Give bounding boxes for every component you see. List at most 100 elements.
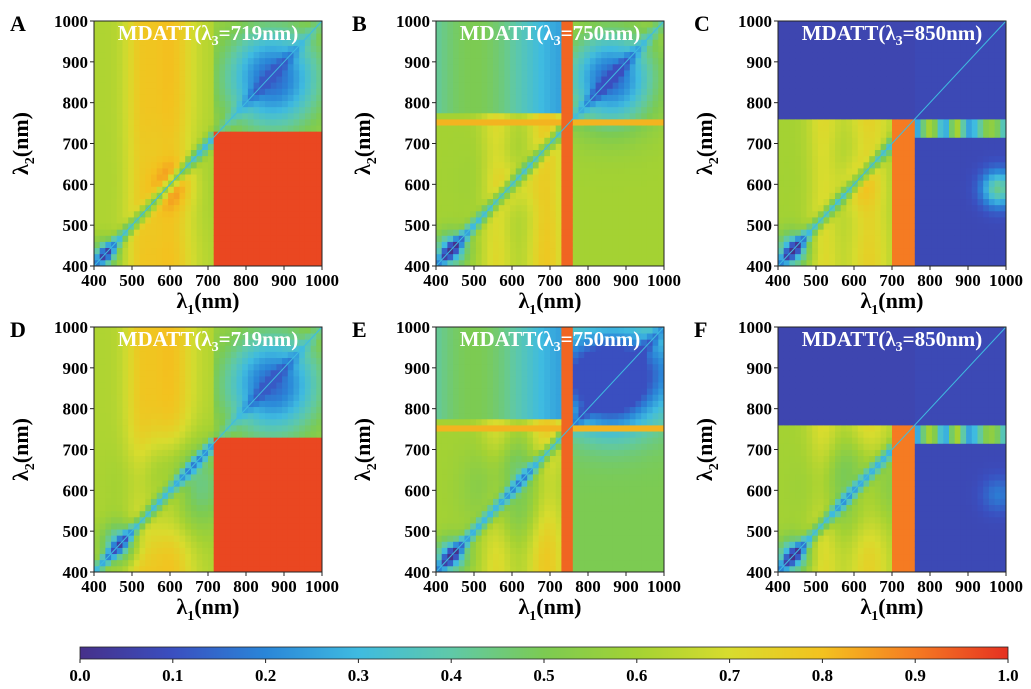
heatmap-cell: [156, 76, 163, 83]
heatmap-cell: [498, 21, 505, 28]
heatmap-cell: [778, 21, 785, 28]
heatmap-cell: [225, 223, 232, 230]
heatmap-cell: [185, 21, 192, 28]
heatmap-cell: [897, 241, 904, 249]
heatmap-cell: [247, 63, 254, 71]
heatmap-cell: [800, 241, 807, 249]
heatmap-cell: [937, 131, 944, 138]
heatmap-cell: [287, 125, 294, 132]
heatmap-cell: [470, 143, 477, 151]
heatmap-cell: [960, 253, 967, 261]
heatmap-cell: [111, 180, 118, 187]
heatmap-cell: [316, 149, 323, 157]
heatmap-cell: [584, 229, 591, 236]
heatmap-cell: [812, 88, 819, 95]
heatmap-cell: [447, 198, 454, 206]
heatmap-cell: [829, 106, 836, 114]
heatmap-cell: [886, 106, 893, 114]
heatmap-cell: [994, 131, 1001, 138]
heatmap-cell: [162, 204, 169, 212]
heatmap-cell: [624, 149, 631, 157]
heatmap-cell: [225, 253, 232, 261]
heatmap-cell: [253, 100, 260, 108]
heatmap-cell: [795, 161, 802, 169]
heatmap-cell: [270, 241, 277, 249]
heatmap-cell: [447, 259, 454, 267]
heatmap-cell: [783, 241, 790, 249]
heatmap-cell: [464, 180, 471, 187]
heatmap-cell: [293, 76, 300, 83]
heatmap-cell: [219, 112, 226, 120]
heatmap-cell: [926, 247, 933, 255]
heatmap-cell: [173, 112, 180, 120]
heatmap-cell: [601, 204, 608, 212]
heatmap-cell: [607, 174, 614, 181]
heatmap-cell: [652, 82, 659, 89]
heatmap-cell: [778, 51, 785, 59]
heatmap-cell: [892, 82, 899, 89]
heatmap-cell: [236, 155, 243, 163]
heatmap-cell: [846, 241, 853, 249]
heatmap-cell: [470, 100, 477, 108]
heatmap-cell: [601, 27, 608, 34]
heatmap-cell: [99, 168, 106, 175]
heatmap-cell: [196, 168, 203, 175]
heatmap-cell: [618, 21, 625, 28]
heatmap-cell: [270, 253, 277, 261]
heatmap-cell: [259, 76, 266, 83]
heatmap-cell: [282, 186, 289, 193]
heatmap-cell: [584, 198, 591, 206]
heatmap-cell: [270, 210, 277, 218]
heatmap-cell: [914, 253, 921, 261]
heatmap-cell: [607, 241, 614, 249]
heatmap-cell: [151, 76, 158, 83]
heatmap-cell: [94, 210, 101, 218]
heatmap-cell: [988, 174, 995, 181]
heatmap-cell: [892, 70, 899, 77]
heatmap-cell: [139, 223, 146, 230]
heatmap-cell: [789, 143, 796, 151]
heatmap-cell: [589, 131, 596, 138]
heatmap-cell: [618, 76, 625, 83]
heatmap-cell: [892, 235, 899, 242]
heatmap-cell: [966, 143, 973, 151]
heatmap-cell: [168, 70, 175, 77]
heatmap-cell: [162, 247, 169, 255]
heatmap-cell: [931, 45, 938, 53]
heatmap-cell: [561, 174, 568, 181]
heatmap-cell: [977, 125, 984, 132]
heatmap-cell: [287, 241, 294, 249]
heatmap-cell: [914, 125, 921, 132]
heatmap-cell: [510, 70, 517, 77]
heatmap-cell: [829, 241, 836, 249]
heatmap-cell: [658, 27, 665, 34]
heatmap-cell: [550, 204, 557, 212]
heatmap-cell: [208, 27, 215, 34]
heatmap-cell: [151, 259, 158, 267]
heatmap-cell: [584, 247, 591, 255]
heatmap-cell: [658, 210, 665, 218]
heatmap-cell: [458, 198, 465, 206]
heatmap-cell: [578, 76, 585, 83]
heatmap-cell: [960, 125, 967, 132]
heatmap-cell: [624, 235, 631, 242]
heatmap-cell: [589, 27, 596, 34]
heatmap-cell: [949, 27, 956, 34]
heatmap-cell: [538, 51, 545, 59]
y-axis-label: λ2(nm): [8, 112, 38, 175]
heatmap-cell: [977, 131, 984, 138]
heatmap-cell: [869, 210, 876, 218]
heatmap-cell: [105, 229, 112, 236]
heatmap-cell: [532, 143, 539, 151]
heatmap-cell: [173, 57, 180, 65]
heatmap-cell: [646, 82, 653, 89]
heatmap-cell: [641, 192, 648, 200]
heatmap-cell: [646, 235, 653, 242]
heatmap-cell: [646, 88, 653, 95]
heatmap-cell: [937, 174, 944, 181]
heatmap-cell: [265, 186, 272, 193]
heatmap-cell: [658, 45, 665, 53]
heatmap-cell: [487, 57, 494, 65]
heatmap-cell: [185, 204, 192, 212]
heatmap-cell: [532, 204, 539, 212]
